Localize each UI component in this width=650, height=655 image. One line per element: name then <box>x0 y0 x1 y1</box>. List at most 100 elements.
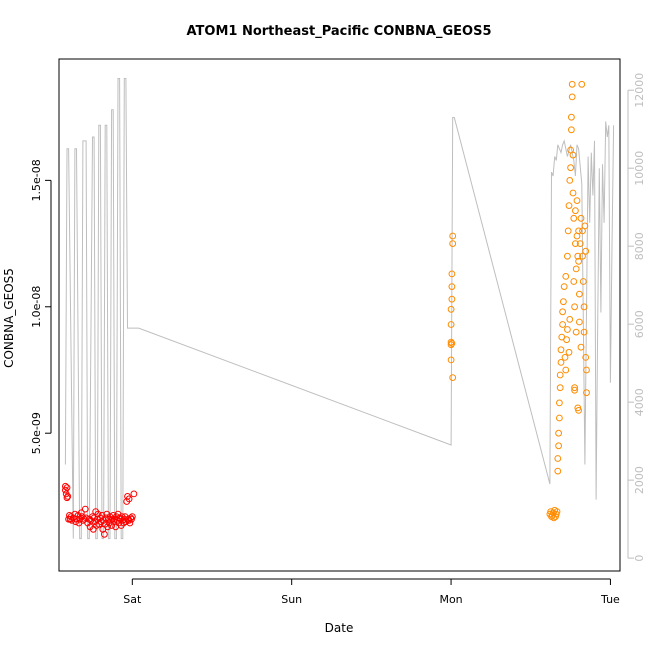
orange-data-point <box>579 252 586 260</box>
red-data-point <box>62 482 69 490</box>
orange-data-point <box>566 177 574 184</box>
orange-data-point <box>583 366 590 374</box>
orange-data-point <box>568 113 575 121</box>
orange-data-point <box>571 303 578 311</box>
orange-data-point <box>449 374 457 382</box>
x-tick-label: Sat <box>123 593 142 606</box>
x-tick-label: Sun <box>281 593 302 606</box>
x-axis: Sat Sun Mon Tue <box>123 578 620 606</box>
orange-data-point <box>555 442 562 450</box>
orange-data-point <box>447 305 455 313</box>
orange-data-point <box>447 338 455 346</box>
orange-data-point <box>554 467 562 475</box>
orange-data-point <box>564 227 572 235</box>
orange-data-point <box>557 346 565 354</box>
orange-data-point <box>573 197 581 205</box>
orange-data-point <box>564 326 571 333</box>
orange-data-point <box>448 340 456 347</box>
orange-data-point <box>555 429 562 437</box>
orange-data-point <box>578 80 586 88</box>
red-data-point <box>127 514 135 522</box>
red-data-point <box>125 495 133 503</box>
orange-data-point <box>575 257 582 265</box>
orange-data-point <box>569 189 577 197</box>
orange-data-point <box>554 455 562 462</box>
red-data-point <box>90 514 98 522</box>
orange-data-point <box>566 316 574 323</box>
orange-data-point <box>448 283 456 291</box>
orange-data-point <box>565 348 573 356</box>
orange-data-point <box>567 164 574 172</box>
orange-data-point <box>575 227 582 235</box>
y-right-tick-label: 2000 <box>633 466 646 494</box>
orange-data-point <box>448 270 456 278</box>
orange-data-point <box>559 308 566 316</box>
y-left-tick-label: 1.5e-08 <box>30 159 43 201</box>
orange-data-point <box>564 252 571 260</box>
orange-data-point <box>572 240 579 248</box>
orange-data-point <box>557 359 565 366</box>
red-data-point <box>126 519 134 527</box>
y-left-tick-label: 5.0e-09 <box>30 412 43 454</box>
red-data-point <box>81 505 89 513</box>
orange-data-point <box>577 343 585 351</box>
points-layer <box>62 80 590 538</box>
y-right-tick-label: 6000 <box>633 310 646 338</box>
orange-data-point <box>574 252 582 260</box>
y-right-tick-label: 12000 <box>633 73 646 108</box>
orange-data-point <box>575 407 582 414</box>
red-data-point <box>77 509 85 517</box>
orange-data-point <box>556 371 564 379</box>
orange-data-point <box>556 399 563 407</box>
orange-data-point <box>560 283 568 291</box>
orange-data-point <box>556 384 564 392</box>
orange-data-point <box>553 508 561 516</box>
orange-data-point <box>580 328 588 336</box>
chart-title: ATOM1 Northeast_Pacific CONBNA_GEOS5 <box>186 24 491 39</box>
orange-data-point <box>447 341 455 349</box>
red-data-point <box>104 523 111 531</box>
orange-data-point <box>560 298 567 306</box>
orange-data-point <box>580 303 588 311</box>
red-data-point <box>112 523 119 531</box>
orange-data-point <box>559 321 566 328</box>
y-left-tick-label: 1.0e-08 <box>30 286 43 328</box>
altitude-line <box>64 78 615 540</box>
orange-data-point <box>576 318 583 326</box>
orange-data-point <box>562 366 570 374</box>
orange-data-point <box>556 414 563 422</box>
orange-data-point <box>576 290 583 298</box>
red-data-point <box>109 512 117 519</box>
orange-data-point <box>449 240 457 248</box>
y-right-tick-label: 8000 <box>633 232 646 260</box>
orange-data-point <box>571 386 578 394</box>
y-right-tick-label: 4000 <box>633 388 646 416</box>
x-axis-label: Date <box>325 621 354 635</box>
y-axis-right: 0 2000 4000 6000 8000 10000 12000 <box>627 73 646 562</box>
x-tick-label: Mon <box>439 593 462 606</box>
y-axis-label: CONBNA_GEOS5 <box>2 268 16 368</box>
orange-data-point <box>570 214 578 222</box>
orange-data-point <box>565 202 573 210</box>
orange-data-point <box>572 265 580 273</box>
orange-data-point <box>576 240 584 248</box>
orange-data-point <box>581 222 589 230</box>
orange-data-point <box>563 336 570 344</box>
orange-data-point <box>582 354 590 361</box>
orange-data-point <box>568 93 576 101</box>
orange-data-point <box>448 295 456 303</box>
orange-data-point <box>570 278 578 285</box>
orange-data-point <box>583 389 590 397</box>
orange-data-point <box>577 214 585 222</box>
y-right-tick-label: 10000 <box>633 151 646 186</box>
orange-data-point <box>569 151 577 159</box>
red-data-point <box>130 490 138 498</box>
orange-data-point <box>582 247 590 255</box>
orange-data-point <box>561 354 569 361</box>
red-data-point <box>128 513 136 520</box>
orange-data-point <box>568 126 575 134</box>
red-data-point <box>63 494 71 502</box>
orange-data-point <box>447 321 455 328</box>
